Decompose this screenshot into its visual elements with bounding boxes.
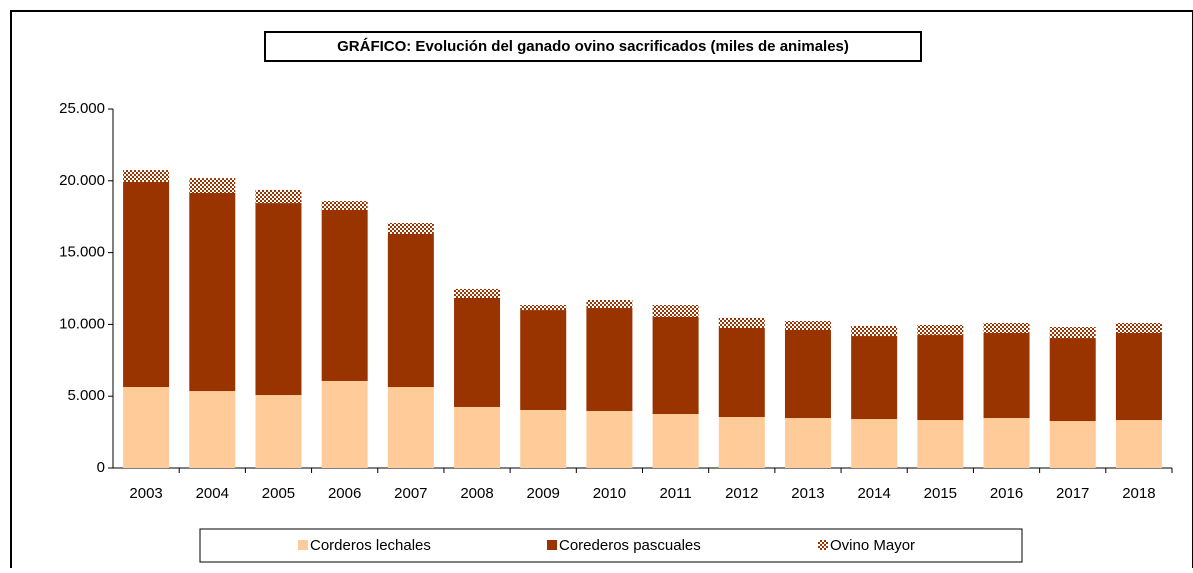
bar-segment [718,317,765,328]
bar-segment [586,410,633,468]
bar-segment [983,333,1030,419]
bar-segment [917,335,964,421]
legend-label: Corederos pascuales [559,537,701,554]
bar-segment [586,308,633,411]
bar-segment [189,178,236,194]
legend-label: Corderos lechales [310,537,431,554]
bar-segment [1115,322,1162,334]
bar-segment [851,419,898,468]
x-tick-label: 2004 [196,485,229,502]
x-tick-label: 2014 [857,485,890,502]
legend-swatch [298,540,308,550]
x-tick-label: 2016 [990,485,1023,502]
bar-segment [1049,326,1096,339]
bar-segment [520,409,567,468]
bar-segment [255,189,302,204]
bar-segment [652,316,699,415]
x-tick-label: 2018 [1122,485,1155,502]
chart-title: GRÁFICO: Evolución del ganado ovino sacr… [337,38,849,55]
x-tick-label: 2012 [725,485,758,502]
x-tick-label: 2010 [593,485,626,502]
bar-segment [321,201,368,210]
legend-swatch [547,540,557,550]
legend-label: Ovino Mayor [830,537,915,554]
bar-segment [123,170,170,182]
bar-segment [387,223,434,234]
bar-segment [387,387,434,468]
bar-segment [983,418,1030,468]
bar-segment [784,330,831,419]
bar-segment [123,181,170,388]
bar-segment [1115,420,1162,468]
bar-segment [189,193,236,392]
bar-segment [1049,421,1096,468]
x-tick-label: 2006 [328,485,361,502]
bar-segment [454,288,501,298]
bar-segment [851,336,898,420]
bar-segment [1049,338,1096,422]
bar-segment [652,305,699,317]
bar-segment [917,420,964,468]
bar-segment [718,327,765,418]
y-tick-label: 15.000 [59,244,105,261]
bar-segment [454,406,501,468]
x-tick-label: 2011 [659,485,691,502]
legend-box [199,528,1023,563]
y-tick-label: 10.000 [59,315,105,332]
bar-segment [784,320,831,331]
y-tick-label: 20.000 [59,172,105,189]
y-tick-label: 25.000 [59,100,105,117]
title-box [264,31,922,62]
bar-segment [387,233,434,388]
bar-segment [189,391,236,468]
bar-segment [255,203,302,396]
bar-segment [321,380,368,468]
bar-segment [784,418,831,468]
bar-segment [520,305,567,311]
bar-segment [851,325,898,337]
y-tick-label: 0 [97,459,105,476]
bar-segment [123,387,170,468]
x-tick-label: 2005 [262,485,295,502]
bar-segment [718,417,765,468]
bar-segment [255,395,302,468]
x-tick-label: 2003 [129,485,162,502]
x-tick-label: 2009 [527,485,560,502]
x-tick-label: 2007 [394,485,427,502]
x-tick-label: 2013 [791,485,824,502]
y-tick-label: 5.000 [67,387,105,404]
bar-segment [1115,333,1162,421]
bar-segment [520,310,567,410]
bar-segment [917,324,964,336]
x-tick-label: 2008 [460,485,493,502]
x-tick-label: 2015 [924,485,957,502]
bar-segment [321,209,368,381]
bar-segment [454,297,501,407]
bar-segment [983,322,1030,334]
bar-segment [586,299,633,309]
x-tick-label: 2017 [1056,485,1089,502]
legend-swatch [818,540,828,550]
bar-segment [652,414,699,468]
